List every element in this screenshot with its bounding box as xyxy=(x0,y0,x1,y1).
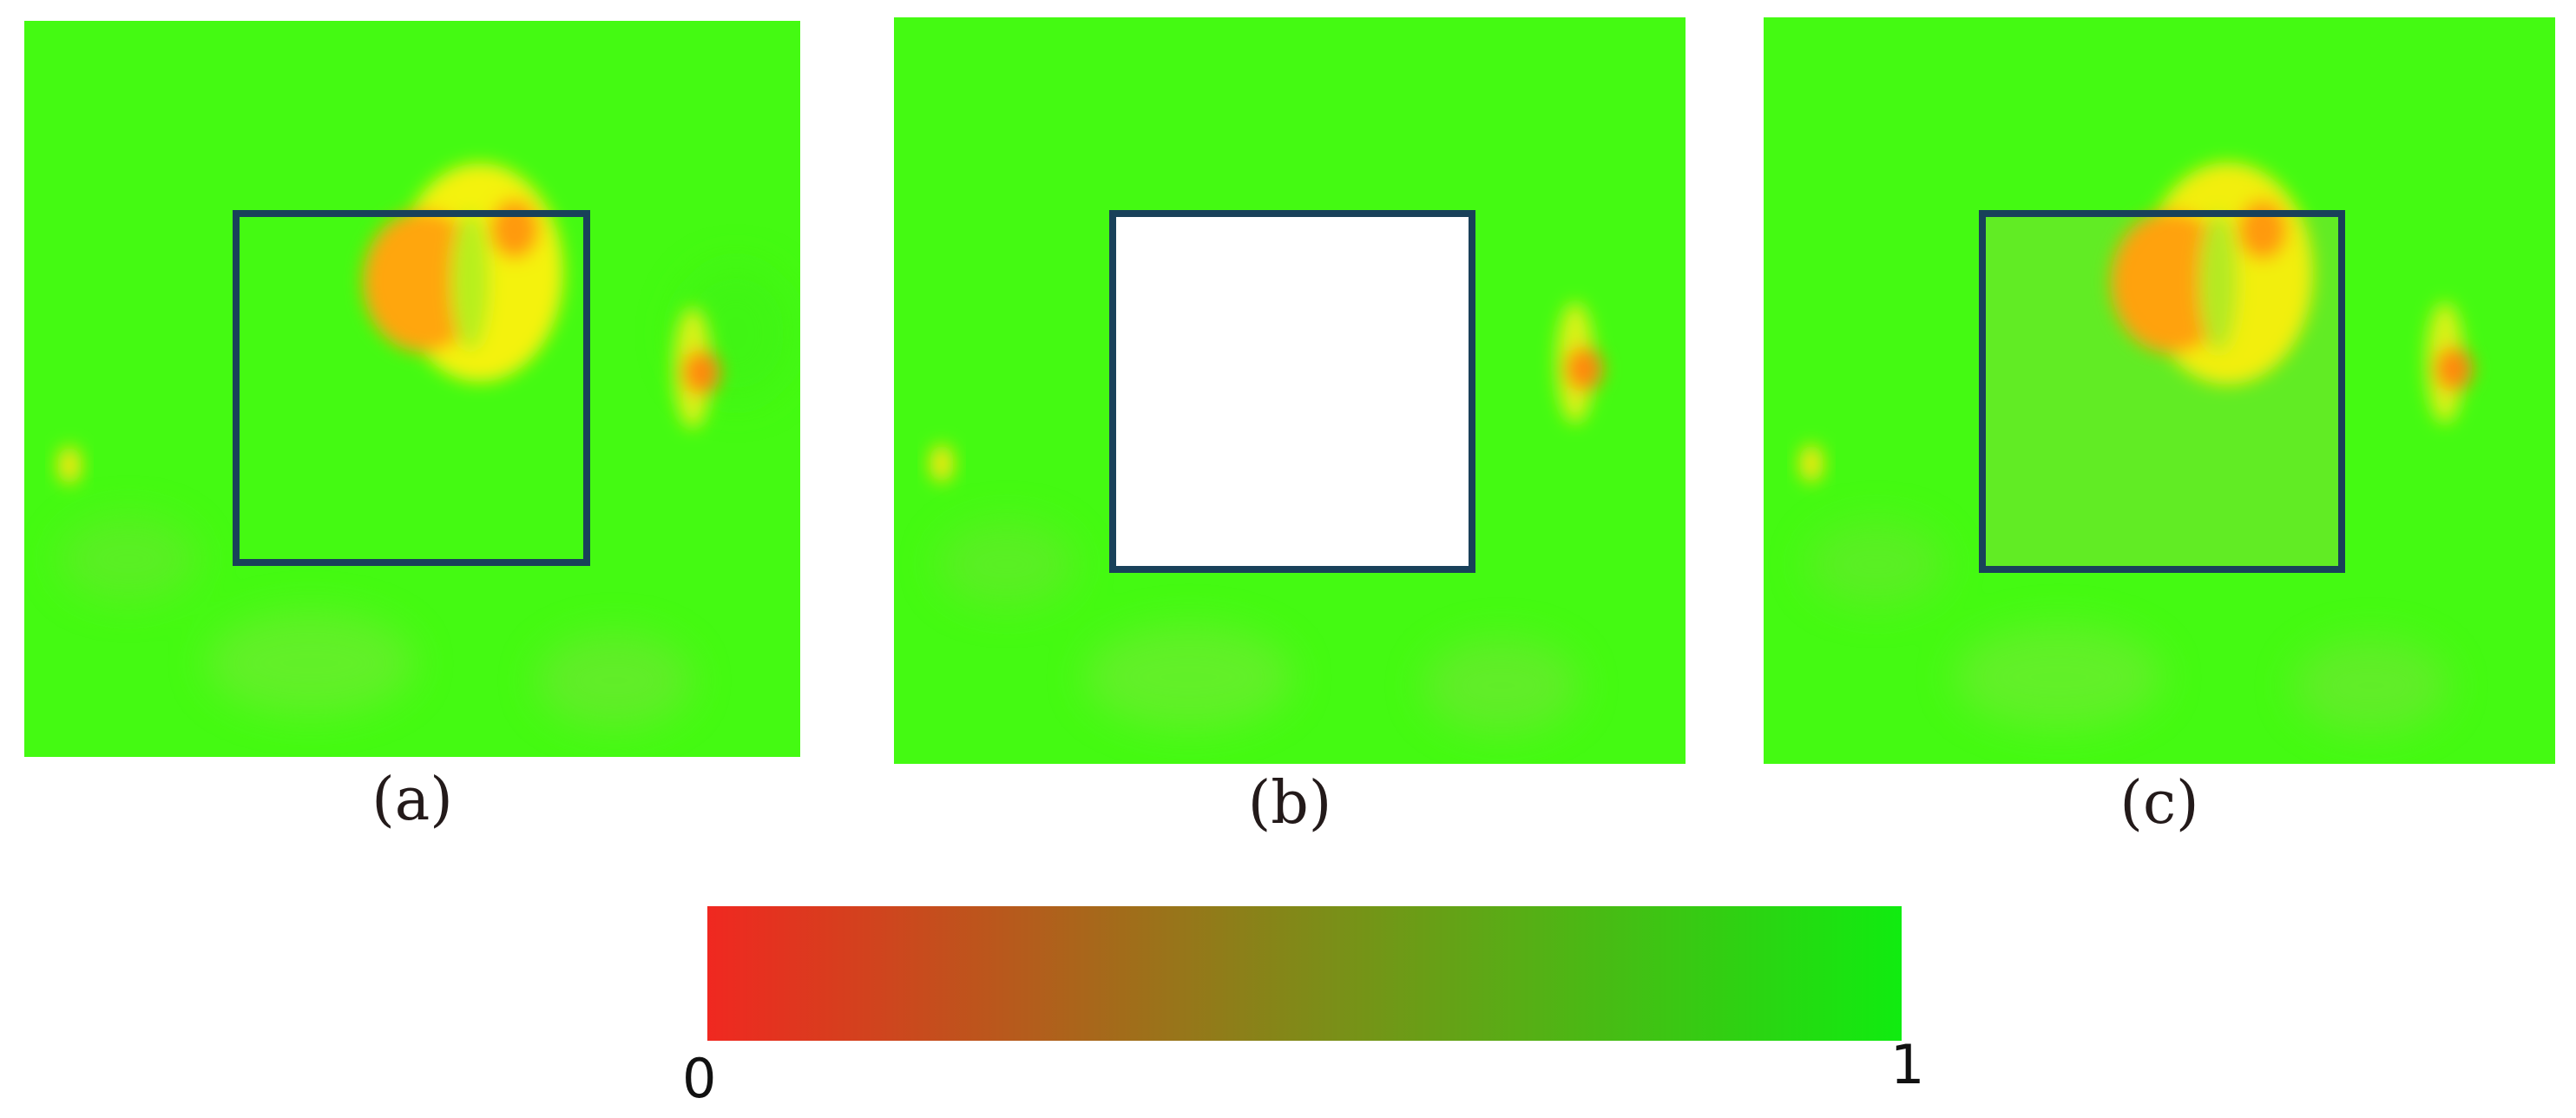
colorbar-bar xyxy=(707,906,1902,1041)
region-box xyxy=(233,210,590,566)
lesion-right xyxy=(1556,302,1603,424)
heatmap-background xyxy=(24,21,800,757)
lesion-left xyxy=(1799,444,1824,483)
heatmap-panel-c xyxy=(1764,17,2555,764)
background-texture xyxy=(1807,521,2449,733)
colorbar xyxy=(707,906,1902,1041)
lesion-left xyxy=(930,444,954,483)
colorbar-gradient xyxy=(707,906,1902,1041)
heatmap-panel-a xyxy=(24,21,800,757)
caption-c: (c) xyxy=(2119,769,2199,838)
background-texture xyxy=(937,521,1580,733)
lesion-main xyxy=(2111,162,2313,385)
caption-b: (b) xyxy=(1247,769,1332,838)
colorbar-min-label: 0 xyxy=(682,1047,717,1110)
region-box xyxy=(1979,210,2345,573)
heatmap-b xyxy=(894,17,1686,764)
heatmap-panel-b xyxy=(894,17,1686,764)
lesion-right xyxy=(2426,302,2473,424)
masked-region-box xyxy=(1109,210,1475,573)
heatmap-a xyxy=(24,21,800,757)
background-texture xyxy=(59,264,797,728)
caption-a: (a) xyxy=(371,766,453,834)
lesion-left xyxy=(57,446,82,484)
lesion-right xyxy=(674,307,720,429)
heatmap-c xyxy=(1764,17,2555,764)
colorbar-max-label: 1 xyxy=(1890,1033,1925,1096)
